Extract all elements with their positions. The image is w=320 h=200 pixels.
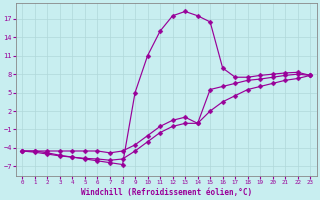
X-axis label: Windchill (Refroidissement éolien,°C): Windchill (Refroidissement éolien,°C) bbox=[81, 188, 252, 197]
